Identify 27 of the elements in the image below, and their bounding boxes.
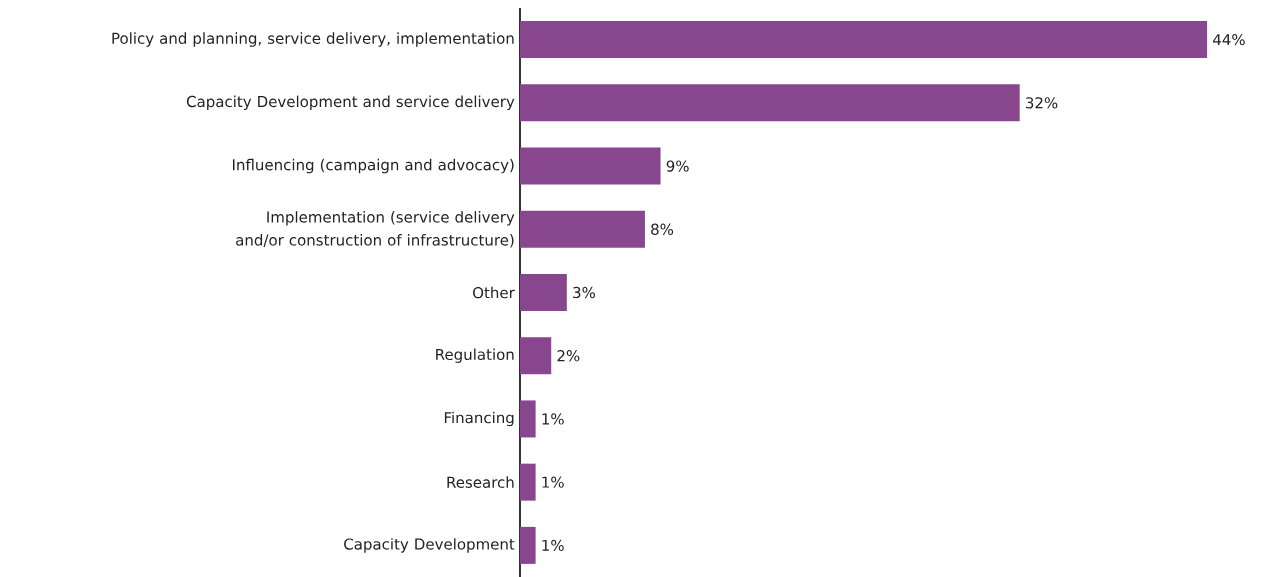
y-tick-label: Implementation (service delivery and/or construction of infrastructure) xyxy=(236,211,515,248)
y-tick-label: Financing xyxy=(444,411,514,427)
data-label: 1% xyxy=(542,476,564,488)
y-tick-label: Influencing (campaign and advocacy) xyxy=(232,158,514,174)
data-label: 2% xyxy=(557,350,580,362)
bar xyxy=(519,21,1208,59)
data-label: 3% xyxy=(573,286,596,299)
y-tick-label: Research xyxy=(447,476,514,488)
bar xyxy=(519,84,1020,122)
bar xyxy=(519,274,567,311)
y-tick-label: Other xyxy=(473,286,515,299)
data-label: 8% xyxy=(651,223,674,235)
data-label: 1% xyxy=(542,413,564,425)
data-label: 32% xyxy=(1026,97,1058,109)
y-tick-label: Policy and planning, service delivery, implementation xyxy=(112,32,514,47)
bar xyxy=(519,147,661,185)
bar xyxy=(519,210,645,248)
bar xyxy=(519,463,536,501)
bar xyxy=(519,400,536,438)
data-label: 44% xyxy=(1213,33,1245,46)
y-tick-label: Capacity Development xyxy=(344,538,515,553)
data-label: 1% xyxy=(542,539,564,552)
bar xyxy=(519,337,552,375)
y-tick-label: Regulation xyxy=(436,348,514,363)
y-tick-label: Capacity Development and service delivery xyxy=(186,95,515,111)
bar xyxy=(519,526,536,564)
data-label: 9% xyxy=(666,160,689,172)
